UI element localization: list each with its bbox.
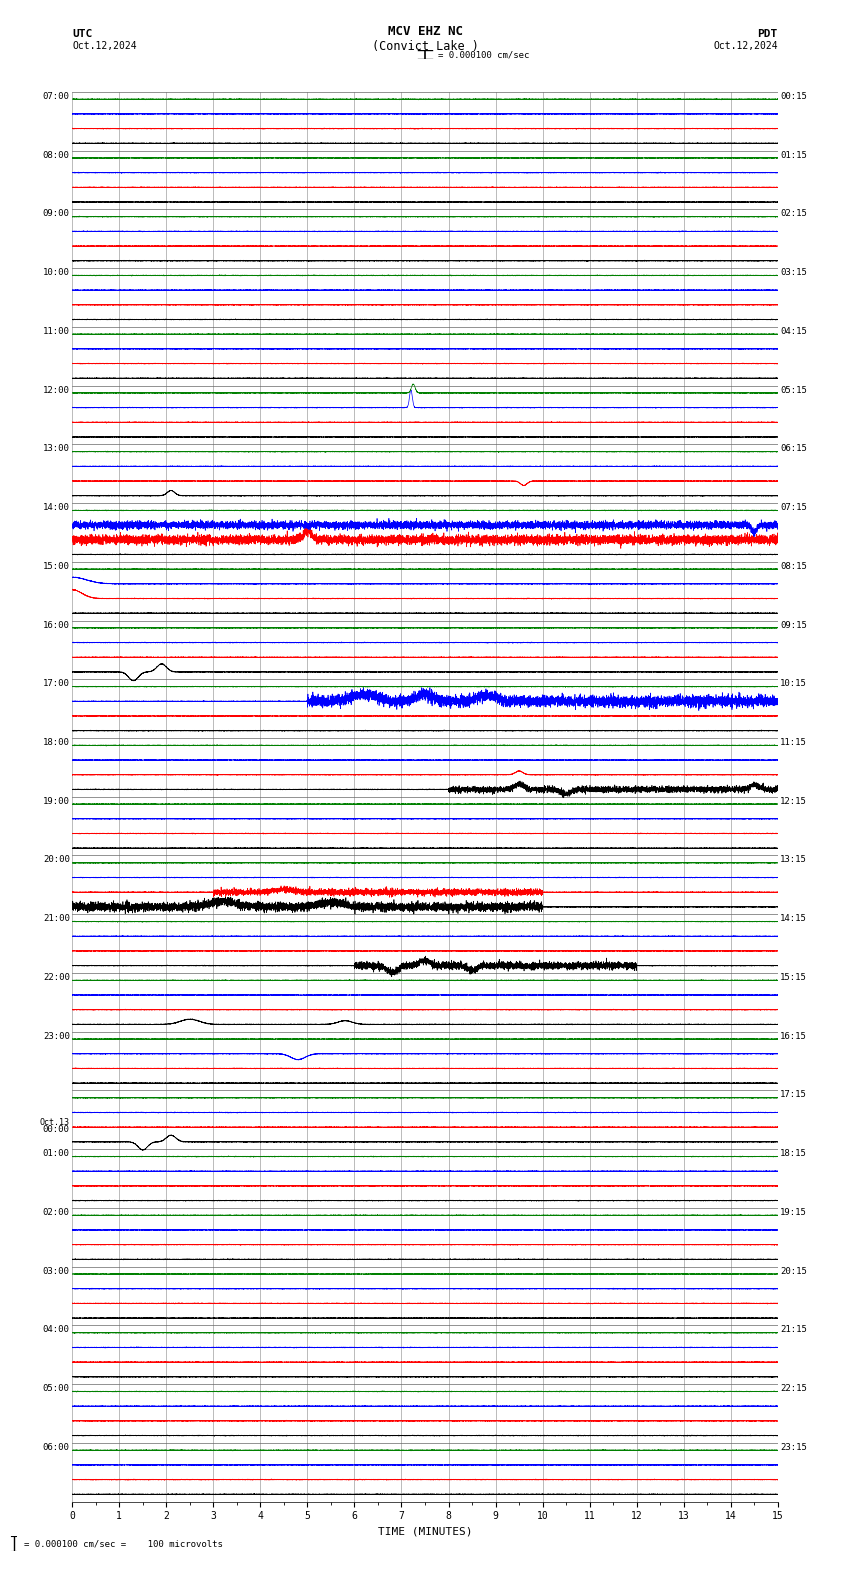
Text: 09:15: 09:15	[780, 621, 808, 629]
Text: 20:00: 20:00	[42, 855, 70, 865]
Text: Oct.12,2024: Oct.12,2024	[72, 41, 137, 51]
Text: 14:15: 14:15	[780, 914, 808, 923]
Text: 11:00: 11:00	[42, 326, 70, 336]
Text: 02:00: 02:00	[42, 1209, 70, 1217]
Text: 16:15: 16:15	[780, 1031, 808, 1041]
Text: 00:00: 00:00	[42, 1125, 70, 1134]
Text: 01:00: 01:00	[42, 1150, 70, 1158]
Text: 12:00: 12:00	[42, 385, 70, 394]
Text: 21:00: 21:00	[42, 914, 70, 923]
Text: 22:15: 22:15	[780, 1384, 808, 1394]
Text: Oct.12,2024: Oct.12,2024	[713, 41, 778, 51]
Text: 07:15: 07:15	[780, 504, 808, 512]
Text: 03:00: 03:00	[42, 1267, 70, 1275]
Text: Oct.13: Oct.13	[40, 1118, 70, 1128]
Text: MCV EHZ NC: MCV EHZ NC	[388, 25, 462, 38]
Text: 17:00: 17:00	[42, 680, 70, 689]
Text: 15:00: 15:00	[42, 562, 70, 570]
Text: 19:00: 19:00	[42, 797, 70, 806]
Text: 20:15: 20:15	[780, 1267, 808, 1275]
Text: UTC: UTC	[72, 29, 93, 38]
X-axis label: TIME (MINUTES): TIME (MINUTES)	[377, 1527, 473, 1536]
Text: 00:15: 00:15	[780, 92, 808, 101]
Text: = 0.000100 cm/sec =    100 microvolts: = 0.000100 cm/sec = 100 microvolts	[24, 1540, 223, 1549]
Text: 09:00: 09:00	[42, 209, 70, 219]
Text: 18:00: 18:00	[42, 738, 70, 748]
Text: PDT: PDT	[757, 29, 778, 38]
Text: 06:00: 06:00	[42, 1443, 70, 1453]
Text: 04:15: 04:15	[780, 326, 808, 336]
Text: 15:15: 15:15	[780, 973, 808, 982]
Text: 05:15: 05:15	[780, 385, 808, 394]
Text: = 0.000100 cm/sec: = 0.000100 cm/sec	[438, 51, 529, 59]
Text: 02:15: 02:15	[780, 209, 808, 219]
Text: 16:00: 16:00	[42, 621, 70, 629]
Text: 13:15: 13:15	[780, 855, 808, 865]
Text: 23:00: 23:00	[42, 1031, 70, 1041]
Text: 13:00: 13:00	[42, 444, 70, 453]
Text: 23:15: 23:15	[780, 1443, 808, 1453]
Text: 07:00: 07:00	[42, 92, 70, 101]
Text: 14:00: 14:00	[42, 504, 70, 512]
Text: 01:15: 01:15	[780, 150, 808, 160]
Text: 08:00: 08:00	[42, 150, 70, 160]
Text: (Convict Lake ): (Convict Lake )	[371, 40, 479, 52]
Text: 18:15: 18:15	[780, 1150, 808, 1158]
Text: 03:15: 03:15	[780, 268, 808, 277]
Text: 19:15: 19:15	[780, 1209, 808, 1217]
Text: 21:15: 21:15	[780, 1326, 808, 1334]
Text: 12:15: 12:15	[780, 797, 808, 806]
Text: 11:15: 11:15	[780, 738, 808, 748]
Text: 10:15: 10:15	[780, 680, 808, 689]
Text: 06:15: 06:15	[780, 444, 808, 453]
Text: 10:00: 10:00	[42, 268, 70, 277]
Text: 05:00: 05:00	[42, 1384, 70, 1394]
Text: 22:00: 22:00	[42, 973, 70, 982]
Text: 08:15: 08:15	[780, 562, 808, 570]
Text: 17:15: 17:15	[780, 1090, 808, 1099]
Text: 04:00: 04:00	[42, 1326, 70, 1334]
